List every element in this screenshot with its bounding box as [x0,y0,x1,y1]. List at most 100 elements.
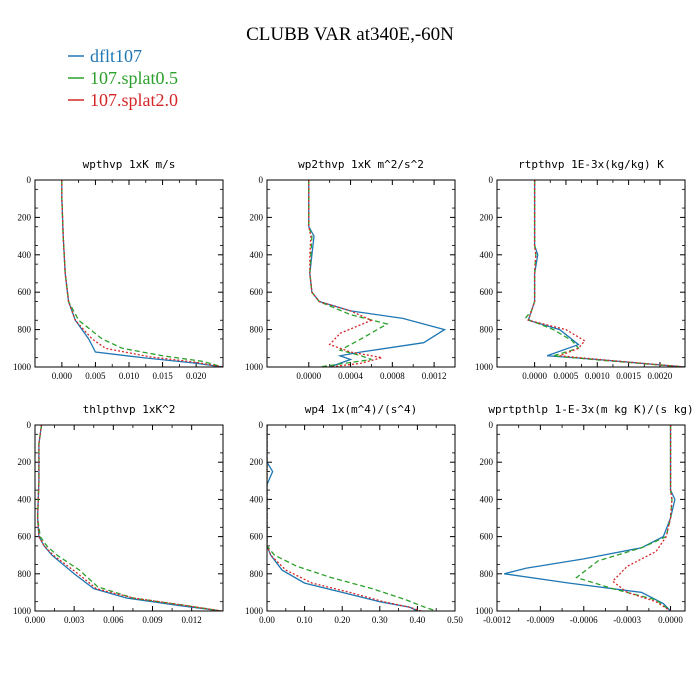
x-tick-label: 0.000 [25,615,46,625]
legend: dflt107 107.splat0.5 107.splat2.0 [68,46,178,110]
series-line-107.splat0.5 [524,180,685,367]
x-tick-label: 0.0000 [658,615,683,625]
legend-label-splat2.0: 107.splat2.0 [90,90,178,110]
x-tick-label: 0.015 [152,371,173,381]
y-tick-label: 200 [250,212,264,222]
x-tick-label: -0.0006 [570,615,598,625]
y-tick-label: 0 [27,420,32,430]
x-tick-label: 0.0000 [522,371,547,381]
x-tick-label: 0.0005 [554,371,579,381]
y-tick-label: 200 [18,212,32,222]
y-tick-label: 600 [250,287,264,297]
series-line-107.splat2.0 [611,425,673,611]
y-tick-label: 800 [250,325,264,335]
x-tick-label: 0.10 [297,615,313,625]
x-tick-label: 0.010 [119,371,140,381]
x-tick-label: 0.0020 [648,371,673,381]
y-tick-label: 200 [250,457,264,467]
x-tick-label: 0.0004 [338,371,363,381]
y-tick-label: 200 [18,457,32,467]
panel-title: rtpthvp 1E-3x(kg/kg) K [518,158,664,171]
x-tick-label: -0.0009 [527,615,555,625]
y-tick-label: 400 [18,250,32,260]
x-tick-label: 0.40 [410,615,426,625]
y-tick-label: 800 [480,569,494,579]
figure-title: CLUBB VAR at340E,-60N [246,24,454,45]
x-tick-label: -0.0003 [613,615,641,625]
x-tick-label: 0.0010 [585,371,610,381]
x-tick-label: 0.012 [182,615,202,625]
y-tick-label: 0 [27,175,32,185]
x-tick-label: 0.50 [447,615,463,625]
y-tick-label: 600 [480,532,494,542]
series-line-107.splat2.0 [36,425,222,611]
y-tick-label: 400 [18,494,32,504]
y-tick-label: 1000 [475,606,494,616]
y-tick-label: 400 [250,494,264,504]
series-line-dflt107 [308,180,447,367]
y-tick-label: 600 [18,532,32,542]
y-tick-label: 400 [480,494,494,504]
y-tick-label: 800 [18,325,32,335]
y-tick-label: 0 [259,420,264,430]
plot-frame [34,424,224,612]
x-tick-label: 0.003 [64,615,85,625]
panel-2: wp2thvp 1xK m^2/s^2 0 200 400 600 800 1000 0.00… [245,158,456,381]
x-tick-label: 0.000 [52,371,73,381]
panel-title: thlpthvp 1xK^2 [83,403,176,416]
series-line-107.splat2.0 [61,180,223,367]
series-line-dflt107 [61,180,223,367]
legend-label-dflt107: dflt107 [90,46,142,66]
x-tick-label: 0.0000 [296,371,321,381]
plot-frame [496,179,686,368]
panel-6: wprtpthlp 1-E-3x(m kg K)/(s kg) 0 200 400 60… [475,403,694,625]
series-line-dflt107 [36,425,222,611]
x-tick-label: 0.0008 [380,371,405,381]
x-tick-label: 0.20 [334,615,350,625]
y-tick-label: 1000 [475,362,494,372]
y-tick-label: 0 [259,175,264,185]
series-line-107.splat2.0 [267,425,422,611]
x-tick-label: 0.0012 [422,371,447,381]
x-tick-label: 0.00 [259,615,275,625]
y-tick-label: 0 [489,175,494,185]
y-tick-label: 600 [18,287,32,297]
series-line-dflt107 [504,425,676,611]
y-tick-label: 1000 [245,606,264,616]
series-line-107.splat0.5 [267,425,437,611]
y-tick-label: 200 [480,212,494,222]
panel-3: rtpthvp 1E-3x(kg/kg) K 0 200 400 600 800 1000 0… [475,158,686,381]
series-line-107.splat2.0 [308,180,383,367]
series-line-107.splat0.5 [575,425,673,611]
x-tick-label: 0.009 [142,615,163,625]
legend-label-splat0.5: 107.splat0.5 [90,68,178,88]
plot-frame [496,424,686,612]
y-tick-label: 1000 [13,606,32,616]
x-tick-label: 0.006 [103,615,124,625]
x-tick-label: 0.0015 [616,371,641,381]
series-line-107.splat0.5 [61,180,223,367]
plot-frame [34,179,224,368]
y-tick-label: 800 [480,325,494,335]
panel-1: wpthvp 1xK m/s 0 200 400 600 800 1000 0.000 0.00… [13,158,224,381]
series-line-107.splat0.5 [36,425,222,611]
series-line-dflt107 [527,180,685,367]
y-tick-label: 200 [480,457,494,467]
series-line-dflt107 [267,425,418,611]
y-tick-label: 0 [489,420,494,430]
panel-title: wp4 1x(m^4)/(s^4) [305,403,418,416]
x-tick-label: 0.005 [85,371,106,381]
x-tick-label: 0.020 [186,371,207,381]
y-tick-label: 800 [18,569,32,579]
y-tick-label: 400 [250,250,264,260]
y-tick-label: 800 [250,569,264,579]
panel-title: wprtpthlp 1-E-3x(m kg K)/(s kg) [488,403,693,416]
series-line-107.splat0.5 [308,180,389,367]
plot-frame [266,424,456,612]
y-tick-label: 1000 [245,362,264,372]
panel-title: wpthvp 1xK m/s [83,158,176,171]
